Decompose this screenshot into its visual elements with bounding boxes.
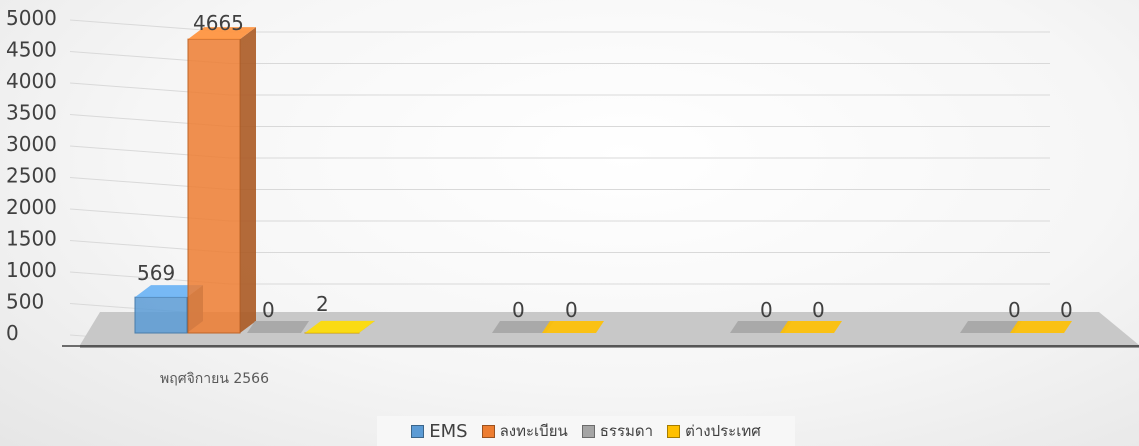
legend-label-registered: ลงทะเบียน	[499, 422, 568, 440]
legend-swatch-ems	[411, 424, 425, 438]
data-label: 0	[565, 298, 578, 322]
legend-label-international: ต่างประเทศ	[685, 422, 761, 440]
bar-side-3-0	[359, 320, 375, 333]
data-label: 2	[316, 292, 329, 316]
bar-0-0	[134, 296, 188, 334]
data-label: 0	[1060, 298, 1073, 322]
data-label: 0	[760, 298, 773, 322]
y-tick-label: 3500	[6, 101, 57, 125]
legend-label-ordinary: ธรรมดา	[599, 422, 654, 440]
bar-flat-3-2	[780, 321, 842, 333]
bar-flat-2-2	[730, 321, 792, 333]
data-label: 4665	[193, 11, 244, 35]
legend-swatch-international	[667, 424, 681, 438]
y-tick-label: 0	[6, 321, 19, 345]
bar-flat-3-1	[542, 321, 604, 333]
data-label: 0	[262, 298, 275, 322]
y-tick-label: 2500	[6, 164, 57, 188]
legend-item-registered: ลงทะเบียน	[481, 419, 568, 443]
chart-floor	[80, 312, 1139, 345]
y-tick-label: 1500	[6, 227, 57, 251]
legend-swatch-ordinary	[581, 424, 595, 438]
chart-legend: EMS ลงทะเบียน ธรรมดา ต่างประเทศ	[377, 416, 795, 446]
y-tick-label: 500	[6, 290, 44, 314]
bar-flat-2-3	[960, 321, 1022, 333]
bar-flat-2-0	[247, 321, 309, 333]
bar-side-1-0	[240, 27, 256, 333]
data-label: 0	[1008, 298, 1021, 322]
bar-flat-2-1	[492, 321, 554, 333]
data-label: 0	[512, 298, 525, 322]
bar-flat-3-3	[1010, 321, 1072, 333]
legend-item-ordinary: ธรรมดา	[581, 419, 654, 443]
data-label: 569	[137, 261, 175, 285]
y-tick-label: 2000	[6, 195, 57, 219]
legend-item-international: ต่างประเทศ	[667, 419, 761, 443]
bar-top-0-0	[135, 285, 203, 298]
y-tick-label: 1000	[6, 258, 57, 282]
data-label: 0	[812, 298, 825, 322]
bar-top-1-0	[188, 27, 256, 40]
legend-item-ems: EMS	[411, 420, 468, 442]
y-tick-label: 3000	[6, 132, 57, 156]
legend-swatch-registered	[481, 424, 495, 438]
legend-label-ems: EMS	[429, 420, 468, 442]
y-tick-label: 4000	[6, 69, 57, 93]
x-category-label: พฤศจิกายน 2566	[160, 371, 269, 387]
bar-1-0	[187, 38, 241, 334]
bar-top-3-0	[305, 320, 375, 333]
y-tick-label: 5000	[6, 6, 57, 30]
y-tick-label: 4500	[6, 38, 57, 62]
